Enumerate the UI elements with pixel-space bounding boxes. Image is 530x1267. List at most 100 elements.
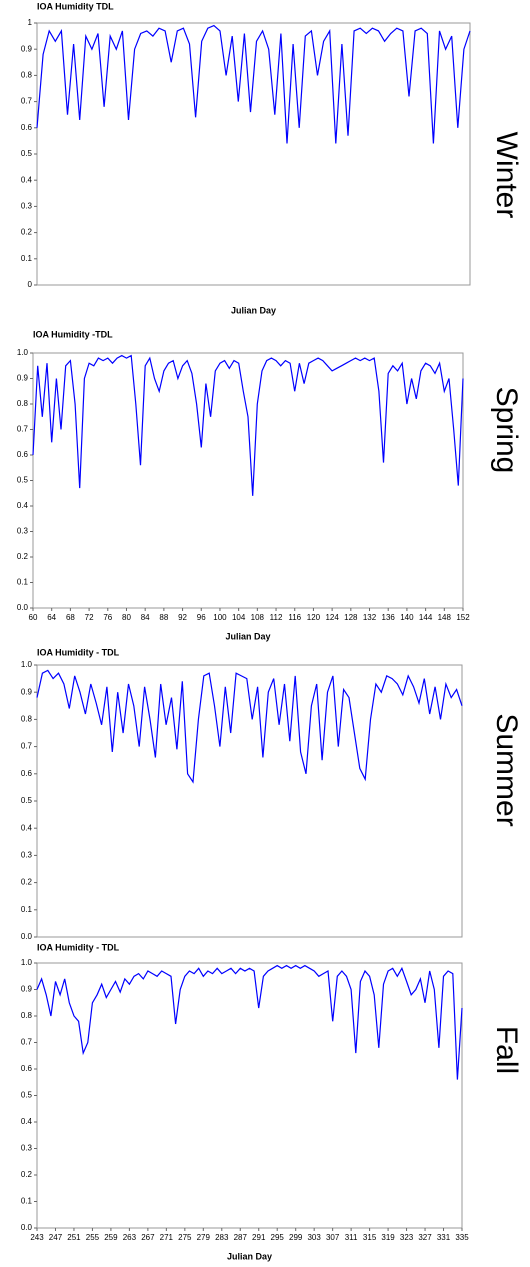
x-tick-label: 100 [213,613,227,622]
humidity-line [36,24,471,144]
x-tick-label: 335 [455,1233,469,1242]
x-tick-label: 291 [252,1233,266,1242]
x-tick-label: 76 [103,613,112,622]
x-tick-label: 144 [419,613,433,622]
x-tick-label: 283 [215,1233,229,1242]
y-tick-label: 0.6 [21,769,33,778]
x-tick-label: 299 [289,1233,303,1242]
y-tick-label: 1.0 [17,348,29,357]
y-tick-label: 0.7 [21,1038,33,1047]
x-tick-label: 323 [400,1233,414,1242]
x-tick-label: 92 [178,613,187,622]
x-tick-label: 96 [197,613,206,622]
x-tick-label: 255 [86,1233,100,1242]
y-tick-label: 0.1 [21,1197,33,1206]
x-tick-label: 108 [251,613,265,622]
chart-title: IOA Humidity -TDL [33,329,113,339]
y-tick-label: 0.6 [17,450,29,459]
x-tick-label: 315 [363,1233,377,1242]
x-tick-label: 60 [29,613,38,622]
x-tick-label: 259 [104,1233,118,1242]
y-tick-label: 0.5 [21,1091,33,1100]
y-tick-label: 0.9 [17,374,29,383]
x-tick-label: 311 [345,1233,358,1242]
y-tick-label: 0.8 [21,1011,33,1020]
y-tick-label: 0.1 [21,905,33,914]
y-tick-label: 0.0 [21,1223,33,1232]
x-tick-label: 243 [30,1233,44,1242]
y-tick-label: 0.9 [21,985,33,994]
x-tick-label: 72 [85,613,94,622]
x-tick-label: 279 [197,1233,211,1242]
x-tick-label: 112 [270,613,283,622]
plot-area [36,664,463,938]
y-tick-label: 0.7 [21,97,33,106]
y-tick-label: 0.8 [21,715,33,724]
plot-area [36,962,463,1229]
x-tick-label: 319 [381,1233,395,1242]
x-axis-label: Julian Day [231,305,276,315]
x-tick-label: 120 [307,613,321,622]
season-label: Spring [490,387,523,474]
y-tick-label: 1.0 [21,660,33,669]
x-tick-label: 104 [232,613,246,622]
chart-title: IOA Humidity - TDL [37,647,120,657]
x-tick-label: 251 [67,1233,81,1242]
y-tick-label: 0.7 [17,425,29,434]
x-tick-label: 331 [437,1233,451,1242]
y-tick-label: 0.4 [17,501,29,510]
x-tick-label: 263 [123,1233,137,1242]
y-tick-label: 0.3 [21,851,33,860]
y-tick-label: 0.1 [17,578,29,587]
y-tick-label: 0.2 [21,228,33,237]
x-axis-label: Julian Day [225,631,270,641]
y-tick-label: 0.7 [21,742,33,751]
y-tick-label: 1 [28,18,33,27]
y-tick-label: 0.2 [17,552,29,561]
y-tick-label: 0.0 [21,932,33,941]
y-tick-label: 0.1 [21,254,33,263]
x-tick-label: 271 [160,1233,174,1242]
y-tick-label: 0.2 [21,878,33,887]
y-tick-label: 0.5 [17,476,29,485]
chart-title: IOA Humidity TDL [37,1,114,11]
x-tick-label: 307 [326,1233,340,1242]
x-tick-label: 128 [344,613,358,622]
x-tick-label: 303 [307,1233,321,1242]
y-tick-label: 0.0 [17,603,29,612]
humidity-line [36,669,463,784]
x-tick-label: 287 [234,1233,248,1242]
y-tick-label: 0.4 [21,1117,33,1126]
x-tick-label: 295 [271,1233,285,1242]
y-tick-label: 0.5 [21,796,33,805]
y-tick-label: 0.3 [17,527,29,536]
plot-area [36,22,471,286]
plot-area [32,352,464,609]
x-tick-label: 116 [288,613,301,622]
season-label: Fall [490,1026,523,1074]
x-tick-label: 275 [178,1233,192,1242]
x-tick-label: 88 [159,613,168,622]
y-tick-label: 0.3 [21,1144,33,1153]
x-axis-label: Julian Day [227,1251,272,1261]
season-label: Summer [490,713,523,826]
x-tick-label: 64 [47,613,56,622]
y-tick-label: 0.4 [21,175,33,184]
y-tick-label: 0.8 [17,399,29,408]
x-tick-label: 84 [141,613,150,622]
chart-title: IOA Humidity - TDL [37,942,120,952]
y-tick-label: 0.4 [21,823,33,832]
y-tick-label: 0.9 [21,687,33,696]
y-tick-label: 0.6 [21,1064,33,1073]
x-tick-label: 152 [456,613,470,622]
y-tick-label: 0.2 [21,1170,33,1179]
x-tick-label: 148 [438,613,452,622]
y-tick-label: 0.5 [21,149,33,158]
y-tick-label: 0.6 [21,123,33,132]
y-tick-label: 0.8 [21,71,33,80]
season-label: Winter [490,132,523,219]
x-tick-label: 132 [363,613,377,622]
x-tick-label: 327 [418,1233,432,1242]
